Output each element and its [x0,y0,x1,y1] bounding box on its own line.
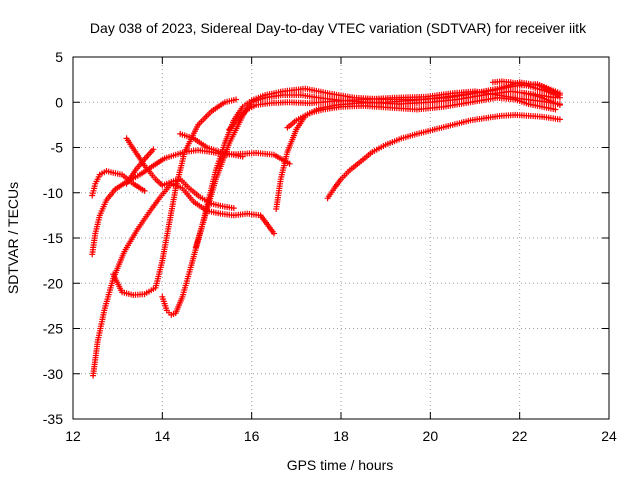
x-tick-label: 16 [244,428,260,444]
y-tick-label: -5 [51,140,64,156]
x-tick-label: 14 [155,428,171,444]
y-tick-label: -25 [43,321,63,337]
axes: 12 14 16 18 20 22 24 5 0 -5 -10 -15 -20 -25 -30 -35 [43,49,617,444]
y-tick-label: -15 [43,230,63,246]
series-markers [324,111,563,202]
data-series [89,78,563,379]
series-markers [90,180,277,379]
series-track-14 [489,78,563,101]
series-markers [521,90,563,108]
y-tick-label: -20 [43,275,63,291]
series-track-12 [284,94,559,131]
x-tick-label: 18 [333,428,349,444]
x-tick-label: 22 [512,428,528,444]
y-tick-label: 0 [55,94,63,110]
series-markers [123,146,157,187]
series-track-15 [521,90,563,108]
x-tick-label: 20 [423,428,439,444]
y-tick-label: -10 [43,185,63,201]
x-axis-title: GPS time / hours [287,457,394,473]
x-tick-label: 12 [65,428,81,444]
series-markers [284,94,559,131]
series-markers [489,78,563,101]
y-tick-label: 5 [55,49,63,65]
y-tick-label: -35 [43,411,63,427]
x-tick-label: 24 [601,428,617,444]
series-track-2 [89,168,148,199]
y-axis-title: SDTVAR / TECUs [5,182,21,294]
y-tick-label: -30 [43,366,63,382]
series-track-13 [324,111,563,202]
series-track-3 [90,180,277,379]
series-markers [89,168,148,199]
chart-title: Day 038 of 2023, Sidereal Day-to-day VTE… [90,20,587,36]
series-track-6 [123,146,157,187]
